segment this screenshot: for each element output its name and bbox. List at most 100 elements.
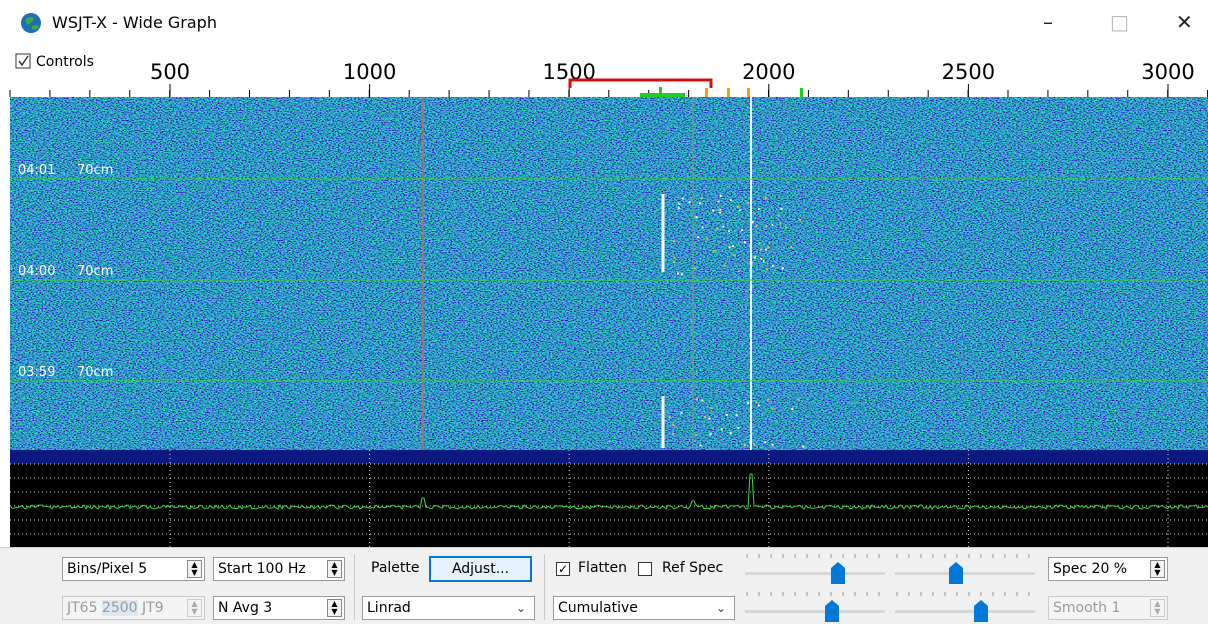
signal-dot (749, 441, 751, 443)
signal-dot (736, 414, 738, 416)
palette-combo[interactable]: Linrad⌄ (362, 596, 535, 620)
slider-handle (974, 600, 988, 622)
signal-dot (702, 227, 704, 229)
signal-dot (737, 206, 739, 208)
mode-freq: 2500 (102, 600, 138, 616)
spectrum-mode-combo[interactable]: Cumulative⌄ (553, 596, 735, 620)
signal-dot (802, 446, 804, 448)
signal-dot (730, 432, 732, 434)
signal-dot (752, 221, 754, 223)
signal-dot (678, 203, 680, 205)
signal-dot (753, 256, 755, 258)
slider-groove (745, 572, 885, 575)
signal-dot (753, 443, 755, 445)
signal-dot (704, 416, 706, 418)
signal-dot (673, 256, 675, 258)
ref-spec-checkbox[interactable] (638, 562, 652, 576)
signal-dot (708, 418, 710, 420)
signal-dot (669, 416, 671, 418)
start-spinbox[interactable]: Start 100 Hz ▲▼ (213, 557, 345, 581)
maximize-button[interactable]: □ (1110, 10, 1129, 34)
signal-dot (780, 223, 782, 225)
signal-dot (765, 249, 767, 251)
spin-buttons[interactable]: ▲▼ (1150, 599, 1165, 617)
mode-jt9: JT9 (142, 600, 164, 616)
bins-pixel: Bins/Pixel 5 (67, 561, 147, 577)
adjust-button[interactable]: Adjust... (429, 556, 532, 582)
signal-dot (697, 236, 699, 238)
mode-spinbox[interactable]: JT65 2500 JT9 ▲▼ (62, 596, 205, 620)
signal-dot (764, 441, 766, 443)
spin-buttons[interactable]: ▲▼ (327, 599, 342, 617)
signal-dot (696, 398, 698, 400)
signal-dot (694, 267, 696, 269)
signal-dot (728, 230, 730, 232)
signal-dot (677, 272, 679, 274)
slider-handle (831, 562, 845, 584)
bins-pixel-spinbox[interactable]: Bins/Pixel 5 ▲▼ (62, 557, 205, 581)
window-title: WSJT-X - Wide Graph (52, 13, 217, 32)
band-label: 70cm (77, 264, 113, 279)
signal-dot (760, 248, 762, 250)
signal-dot (755, 401, 757, 403)
signal-dot (772, 407, 774, 409)
flatten-checkbox[interactable]: ✓ (556, 562, 570, 576)
signal-dot (718, 201, 720, 203)
n-avg-spinbox[interactable]: N Avg 3 ▲▼ (213, 596, 345, 620)
slider-handle (949, 562, 963, 584)
signal-dot (714, 250, 716, 252)
signal-dot (791, 408, 793, 410)
signal-dot (750, 262, 752, 264)
signal-dot (767, 399, 769, 401)
spec-spinbox[interactable]: Spec 20 %▲▼ (1048, 557, 1168, 581)
signal-dot (699, 202, 701, 204)
spin-buttons[interactable]: ▲▼ (187, 599, 202, 617)
timestamp: 04:00 (18, 264, 55, 279)
signal-dot (681, 412, 683, 414)
rx-marker (659, 87, 662, 97)
signal-dot (701, 400, 703, 402)
signal-dot (681, 273, 683, 275)
spin-buttons[interactable]: ▲▼ (187, 560, 202, 578)
controls-panel: Bins/Pixel 5▲▼ Start 100 Hz▲▼ Palette Ad… (0, 547, 1208, 624)
signal-dot (737, 427, 739, 429)
smooth-spinbox[interactable]: Smooth 1 ▲▼ (1048, 596, 1168, 620)
n-avg: N Avg 3 (218, 600, 272, 616)
close-button[interactable]: ✕ (1176, 10, 1193, 34)
signal-dot (747, 402, 749, 404)
signal-dot (673, 261, 675, 263)
start: Start 100 Hz (218, 561, 306, 577)
spin-buttons[interactable]: ▲▼ (327, 560, 342, 578)
signal-dot (738, 270, 740, 272)
title-bar: WSJT-X - Wide Graph – □ ✕ (0, 0, 1208, 47)
timestamp: 03:59 (18, 365, 55, 380)
signal-dot (723, 265, 725, 267)
slider-groove (895, 610, 1035, 613)
signal-dot (772, 444, 774, 446)
signal-dot (712, 210, 714, 212)
signal-dot (759, 242, 761, 244)
slider-handle (825, 600, 839, 622)
decode-marker (747, 88, 750, 97)
spectrum (10, 464, 1208, 547)
signal-dot (695, 434, 697, 436)
ref-spec-label: Ref Spec (662, 560, 723, 576)
band-label: 70cm (77, 365, 113, 380)
smooth: Smooth 1 (1053, 600, 1120, 616)
signal-dot (672, 424, 674, 426)
signal-dot (678, 207, 680, 209)
signal-dot (729, 246, 731, 248)
signal-dot (758, 405, 760, 407)
slider-groove (745, 610, 885, 613)
controls-label: Controls (36, 54, 94, 70)
separator (544, 554, 545, 620)
signal-dot (781, 208, 783, 210)
flatten-label: Flatten (578, 560, 627, 576)
signal-dot (726, 414, 728, 416)
minimize-button[interactable]: – (1043, 10, 1053, 34)
scale-label: 3000 (1141, 60, 1194, 84)
signal-dot (772, 265, 774, 267)
signal-dot (721, 428, 723, 430)
signal-dot (765, 197, 767, 199)
spin-buttons[interactable]: ▲▼ (1150, 560, 1165, 578)
